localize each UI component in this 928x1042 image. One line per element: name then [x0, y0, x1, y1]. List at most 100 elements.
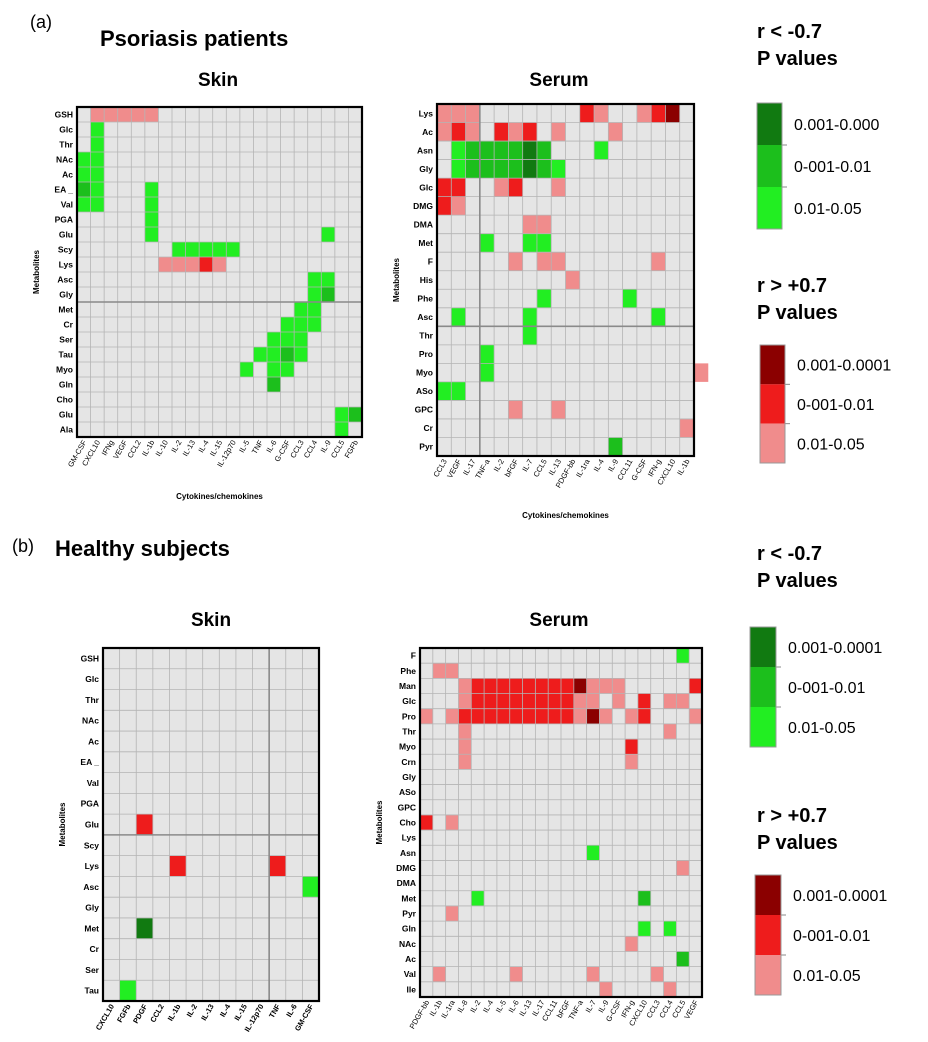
row-label-nac: NAc — [82, 716, 99, 726]
cell-man-il-2 — [471, 678, 485, 694]
row-label-gpc: GPC — [398, 802, 416, 812]
legend-level-label: 0.01-0.05 — [788, 720, 856, 737]
row-label-scy: Scy — [84, 840, 99, 850]
cell-man-il-5 — [496, 678, 510, 694]
row-label-glc: Glc — [85, 674, 99, 684]
row-label-gpc: GPC — [415, 405, 433, 415]
row-label-met: Met — [58, 305, 73, 315]
cell-myo-il-8 — [458, 739, 472, 755]
cell-myo-il-5 — [239, 362, 254, 377]
cell-lys-il-10 — [158, 257, 172, 272]
row-label-glu: Glu — [59, 410, 73, 420]
cell-asn-il-4 — [594, 141, 609, 160]
row-label-thr: Thr — [85, 695, 99, 705]
row-label-asn: Asn — [400, 848, 416, 858]
cell-lys-il-15 — [212, 257, 227, 272]
heatmap-psoriasis-skin: Skin GSH Glc Thr NAc Ac EA _ Val PGA Glu Scy Lys Asc… — [32, 70, 364, 501]
legend-swatch — [755, 955, 781, 995]
cell-glc-ccl4 — [663, 693, 677, 709]
col-label-il-1ra: IL-1ra — [439, 998, 457, 1020]
legend-level-label: 0-001-0.01 — [797, 397, 874, 414]
cell-glc-il-13 — [522, 693, 536, 709]
row-label-asc: Asc — [417, 312, 433, 322]
row-label-cr: Cr — [90, 944, 100, 954]
cell-f-ccl5 — [676, 648, 690, 664]
cell-ile-il-9 — [599, 981, 613, 997]
y-axis-title: Metabolites — [392, 257, 401, 302]
cell-aso-vegf — [451, 381, 466, 401]
col-label-fgfb: FGFb — [343, 439, 360, 460]
col-label-bfgf: bFGF — [503, 457, 521, 478]
cell-glc-il-2 — [471, 693, 485, 709]
cell-scy-il-15 — [212, 242, 227, 257]
cell-asn-il-7 — [586, 845, 600, 861]
cell-glc-vegf — [451, 178, 466, 197]
cell-scy-il-4 — [199, 242, 213, 257]
y-axis-title: Metabolites — [58, 802, 67, 847]
row-label-nac: NAc — [399, 939, 416, 949]
cell-lys-il-17 — [465, 104, 480, 123]
cell-man-tnf-a — [573, 678, 587, 694]
cell-met-pdgf — [136, 917, 153, 939]
cell-scy-il-13 — [185, 242, 200, 257]
row-label-ac: Ac — [88, 736, 99, 746]
cell-pyr-il-9 — [608, 437, 623, 456]
cell-gpc-il-13 — [551, 400, 566, 419]
row-label-thr: Thr — [402, 726, 416, 736]
row-label-nac: NAc — [56, 155, 73, 165]
row-label-val: Val — [61, 200, 73, 210]
cell-man-il-17 — [535, 678, 549, 694]
cell-pro-il-4 — [484, 708, 497, 724]
row-label-ser: Ser — [59, 335, 73, 345]
cell-gly-ccl5 — [536, 159, 552, 179]
legend-title-line2: P values — [757, 832, 838, 854]
row-label-cho: Cho — [56, 395, 73, 405]
row-label-lys: Lys — [419, 108, 434, 118]
cell-nac-ifn-g — [625, 936, 638, 952]
cell-lys-tnf — [269, 855, 286, 877]
cell-phe-il-1b — [432, 663, 446, 679]
cell-ea-cxcl10 — [90, 182, 105, 197]
cell-asc-ccl4 — [307, 272, 322, 287]
row-label-ac: Ac — [405, 954, 416, 964]
cell-tau-il-6 — [267, 347, 281, 362]
cell-asn-vegf — [451, 141, 466, 160]
cell-met-cxcl10 — [637, 890, 651, 906]
legend-title-line1: r < -0.7 — [757, 21, 822, 43]
cell-glc-ccl3 — [437, 178, 452, 197]
cell-asc-vegf — [451, 307, 466, 327]
legend-swatch — [757, 103, 782, 145]
row-label-pro: Pro — [419, 349, 433, 359]
cell-pga-il-1b — [144, 212, 159, 227]
cell-glc-il-17 — [535, 693, 549, 709]
row-label-myo: Myo — [56, 365, 73, 375]
cell-glc-il-5 — [496, 693, 510, 709]
col-label-il-1b: IL-1b — [140, 439, 156, 458]
legend-frame — [759, 344, 786, 464]
cell-val-il-6 — [509, 966, 523, 982]
legend-swatch — [750, 667, 776, 707]
col-label-il-4: IL-4 — [218, 1002, 233, 1019]
legend-level-label: 0.01-0.05 — [794, 201, 862, 218]
cell-glu-il-9 — [321, 227, 335, 242]
col-label-il-8: IL-8 — [455, 999, 469, 1015]
cell-gsh-ccl2 — [131, 107, 145, 122]
cell-glc-tnf-a — [573, 693, 587, 709]
row-label-ac: Ac — [422, 127, 433, 137]
row-label-ea: EA _ — [80, 757, 99, 767]
cell-lys-il-2 — [172, 257, 186, 272]
cell-glu-pdgf — [136, 814, 153, 835]
cell-asc-il-7 — [522, 307, 537, 327]
cell-met-il-7 — [522, 233, 537, 253]
cell-glc-ccl5 — [676, 693, 690, 709]
cell-nac-gm-csf — [77, 152, 91, 167]
cell-man-il-6 — [509, 678, 523, 694]
cell-lys-il-13 — [185, 257, 200, 272]
cell-glc-bfgf — [508, 178, 523, 197]
row-label-aso: ASo — [416, 386, 433, 396]
col-label-tnf-a: TNF-a — [473, 457, 492, 481]
cell-thr-il-8 — [458, 723, 472, 740]
legend-swatch — [760, 345, 785, 385]
cell-pro-bfgf — [561, 708, 574, 724]
x-axis-title: Cytokines/chemokines — [522, 511, 609, 520]
